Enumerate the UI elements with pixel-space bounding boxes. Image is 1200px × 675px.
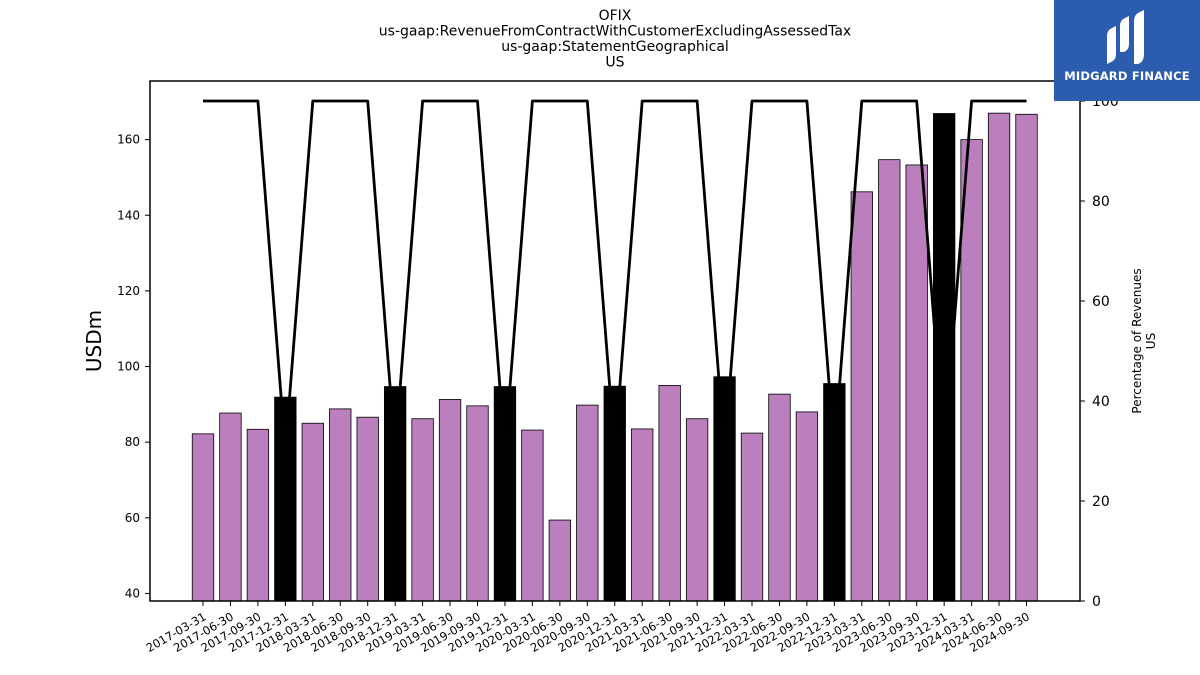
bar — [576, 404, 599, 602]
bar — [274, 396, 297, 602]
y-tick-label: 80 — [125, 435, 140, 449]
y-tick-label: 160 — [117, 133, 140, 147]
bar — [548, 519, 571, 602]
bar — [905, 164, 928, 602]
y-tick-label: 60 — [125, 511, 140, 525]
y2-tick-label: 20 — [1092, 494, 1110, 510]
bar — [795, 411, 819, 602]
bar — [246, 428, 270, 602]
bar — [219, 412, 242, 602]
x-axis: 2017-03-312017-06-302017-09-302017-12-31… — [144, 601, 1032, 655]
bar — [713, 376, 736, 602]
chart-title-line: us-gaap:StatementGeographical — [501, 39, 729, 55]
y-tick-label: 120 — [117, 284, 140, 298]
bar — [768, 393, 791, 602]
y-axis-label: USDm — [82, 310, 106, 372]
logo-mark-icon — [1107, 10, 1144, 64]
bar — [438, 399, 462, 602]
logo-text: MIDGARD FINANCE — [1064, 69, 1190, 83]
chart-title: OFIXus-gaap:RevenueFromContractWithCusto… — [379, 8, 851, 71]
bar — [301, 422, 324, 602]
bar — [1015, 113, 1038, 602]
bar — [191, 433, 215, 602]
bars-layer — [191, 112, 1038, 602]
y2-tick-label: 0 — [1092, 594, 1101, 610]
bar — [411, 418, 434, 602]
bar — [493, 386, 517, 602]
bar — [658, 385, 681, 602]
bar — [521, 429, 544, 602]
bar — [466, 405, 489, 602]
bar — [329, 408, 352, 602]
chart-title-line: us-gaap:RevenueFromContractWithCustomerE… — [379, 24, 851, 40]
line-layer — [203, 99, 1027, 453]
bar — [383, 386, 407, 602]
bar — [603, 385, 626, 602]
bar — [823, 383, 846, 602]
bar — [878, 159, 901, 602]
y-tick-label: 40 — [125, 586, 140, 600]
y2-axis-label-line: Percentage of Revenues — [1130, 268, 1144, 413]
brand-logo: MIDGARD FINANCE — [1054, 0, 1200, 101]
bar — [987, 112, 1011, 602]
y2-tick-label: 60 — [1092, 294, 1110, 310]
bar — [850, 191, 873, 602]
y2-tick-label: 40 — [1092, 394, 1110, 410]
y-tick-label: 100 — [117, 360, 140, 374]
bar — [685, 418, 709, 602]
bar — [631, 428, 654, 602]
y2-tick-label: 80 — [1092, 194, 1110, 210]
series-line-percentage — [203, 99, 1027, 453]
y-tick-label: 140 — [117, 208, 140, 222]
chart-title-line: OFIX — [599, 8, 632, 24]
y2-axis-label-line: US — [1144, 333, 1158, 349]
chart-title-line: US — [605, 55, 624, 71]
y2-axis-label: Percentage of Revenues US — [1130, 268, 1158, 413]
bar — [740, 432, 764, 602]
y-axis-left: 40 60 80 100 120 140 160 — [117, 133, 150, 600]
bar — [356, 416, 379, 602]
